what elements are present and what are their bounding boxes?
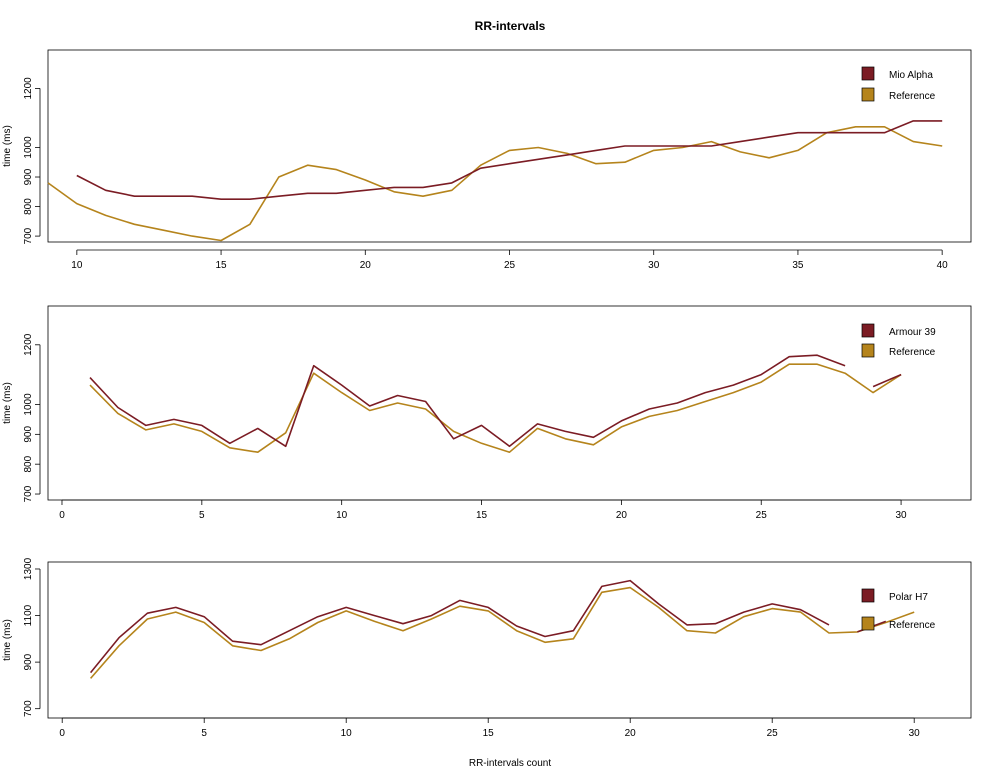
x-axis: 10 15 20 25 30 35 40 [71,249,949,271]
y-axis-label: time (ms) [2,125,13,167]
legend: Armour 39 Reference [861,323,936,358]
y-tick-label: 1000 [23,136,34,159]
y-tick-label: 1000 [23,393,34,416]
legend-swatch [861,588,875,603]
x-tick-label: 10 [336,510,348,521]
x-tick-label: 0 [59,510,65,521]
legend-label: Polar H7 [889,592,928,603]
legend-swatch [861,87,875,102]
series-line-device [872,373,902,388]
x-tick-label: 15 [476,510,488,521]
legend-swatch [861,616,875,631]
x-axis: 0 5 10 15 20 25 30 [59,499,908,521]
x-tick-label: 25 [767,728,779,739]
legend-label: Reference [889,91,936,102]
y-tick-label: 1100 [23,604,34,626]
legend-label: Reference [889,620,936,631]
y-tick-label: 900 [23,426,34,443]
x-tick-label: 20 [616,510,628,521]
x-tick-label: 30 [909,728,921,739]
x-tick-label: 0 [59,728,65,739]
panel-2: 0 5 10 15 20 25 30 700 800 900 1000 1200 time (ms) Ar… [2,305,972,521]
panel-3: 0 5 10 15 20 25 30 700 900 1100 1300 time (ms) Polar… [2,557,972,739]
x-axis-label: RR-intervals count [469,758,551,769]
series-line-reference [89,586,915,679]
plot-frame [47,49,972,243]
series-line-device [76,120,943,200]
x-tick-label: 20 [360,260,372,271]
legend-label: Armour 39 [889,327,936,338]
x-tick-label: 10 [71,260,83,271]
y-axis-label: time (ms) [2,382,13,424]
x-tick-label: 5 [201,728,207,739]
y-tick-label: 700 [23,700,34,717]
legend-swatch [861,343,875,358]
x-tick-label: 15 [483,728,495,739]
y-tick-label: 1200 [23,333,34,356]
x-tick-label: 25 [504,260,516,271]
y-tick-label: 900 [23,653,34,670]
y-axis: 700 800 900 1000 1200 [23,77,41,244]
series-line-reference [89,363,902,454]
x-tick-label: 40 [937,260,949,271]
legend: Mio Alpha Reference [861,66,936,102]
y-tick-label: 1200 [23,77,34,100]
plot-frame [47,305,972,501]
x-tick-label: 35 [792,260,804,271]
y-tick-label: 800 [23,455,34,472]
x-tick-label: 20 [625,728,637,739]
y-tick-label: 900 [23,168,34,185]
panel-1: 10 15 20 25 30 35 40 700 800 900 1000 1200 time (ms)… [2,49,972,271]
legend-label: Mio Alpha [889,70,933,81]
y-tick-label: 700 [23,485,34,502]
x-tick-label: 15 [216,260,228,271]
x-tick-label: 25 [756,510,768,521]
legend-label: Reference [889,347,936,358]
series-line-reference [47,126,943,242]
y-axis-label: time (ms) [2,619,13,661]
series-line-device [89,354,846,448]
y-tick-label: 800 [23,198,34,215]
x-tick-label: 10 [341,728,353,739]
y-axis: 700 900 1100 1300 [23,557,41,717]
y-axis: 700 800 900 1000 1200 [23,333,41,502]
legend-swatch [861,66,875,81]
plot-frame [47,561,972,719]
y-tick-label: 1300 [23,557,34,580]
legend: Polar H7 Reference [861,588,936,631]
x-axis: 0 5 10 15 20 25 30 [59,717,921,739]
x-tick-label: 30 [648,260,660,271]
y-tick-label: 700 [23,227,34,244]
x-tick-label: 5 [199,510,205,521]
legend-swatch [861,323,875,338]
x-tick-label: 30 [896,510,908,521]
figure-title: RR-intervals [475,19,546,33]
series-line-device [89,579,830,674]
